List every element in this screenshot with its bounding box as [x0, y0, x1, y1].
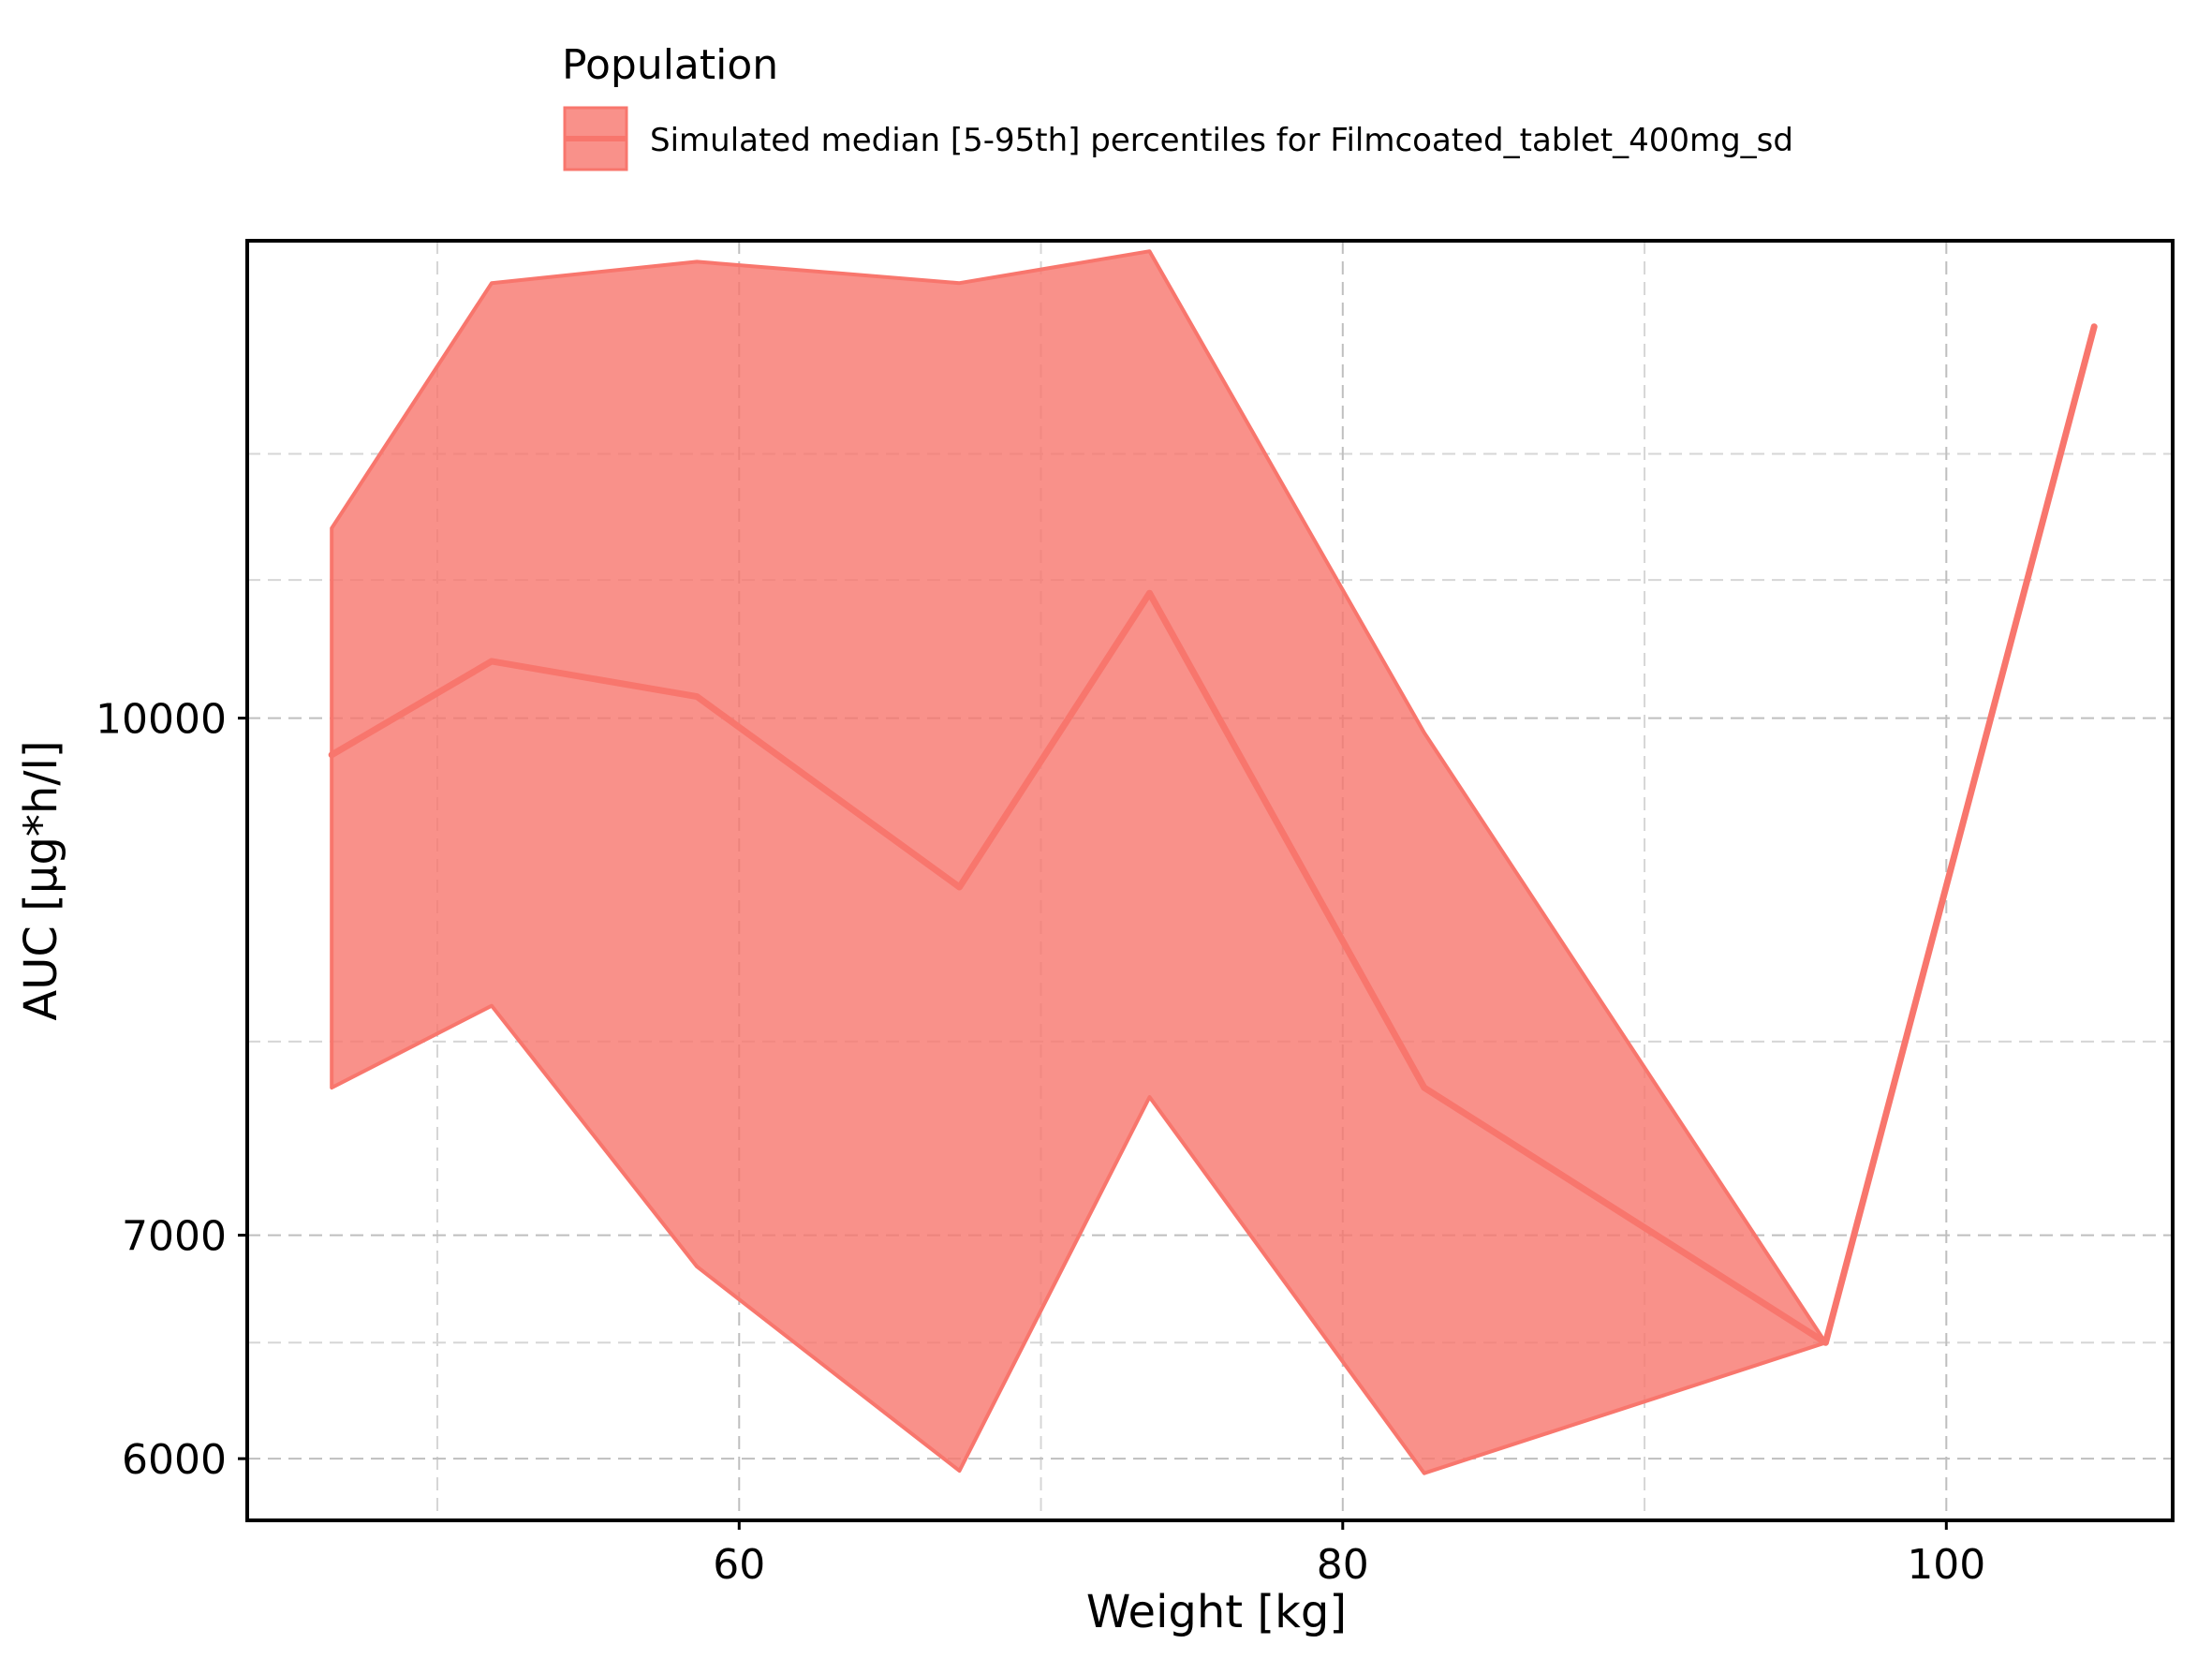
- x-tick-label: 80: [1317, 1541, 1369, 1589]
- legend: Population Simulated median [5-95th] per…: [562, 41, 1793, 171]
- legend-title: Population: [562, 41, 778, 89]
- median-line: [328, 323, 2098, 1346]
- y-axis-ticks: 6000 7000 10000: [96, 696, 247, 1484]
- series-layer: [328, 249, 2098, 1475]
- x-axis-ticks: 60 80 100: [713, 1520, 1985, 1589]
- x-axis-label: Weight [kg]: [1086, 1586, 1347, 1638]
- plot-frame: [245, 239, 2175, 1522]
- x-tick-label: 100: [1907, 1541, 1985, 1589]
- legend-label: Simulated median [5-95th] percentiles fo…: [650, 122, 1793, 159]
- y-axis-label: AUC [µg*h/l]: [15, 740, 67, 1020]
- x-tick-label: 60: [713, 1541, 765, 1589]
- y-tick-label: 6000: [122, 1436, 227, 1484]
- y-tick-label: 10000: [96, 696, 227, 744]
- percentile-band: [330, 249, 2097, 1475]
- y-tick-label: 7000: [122, 1213, 227, 1261]
